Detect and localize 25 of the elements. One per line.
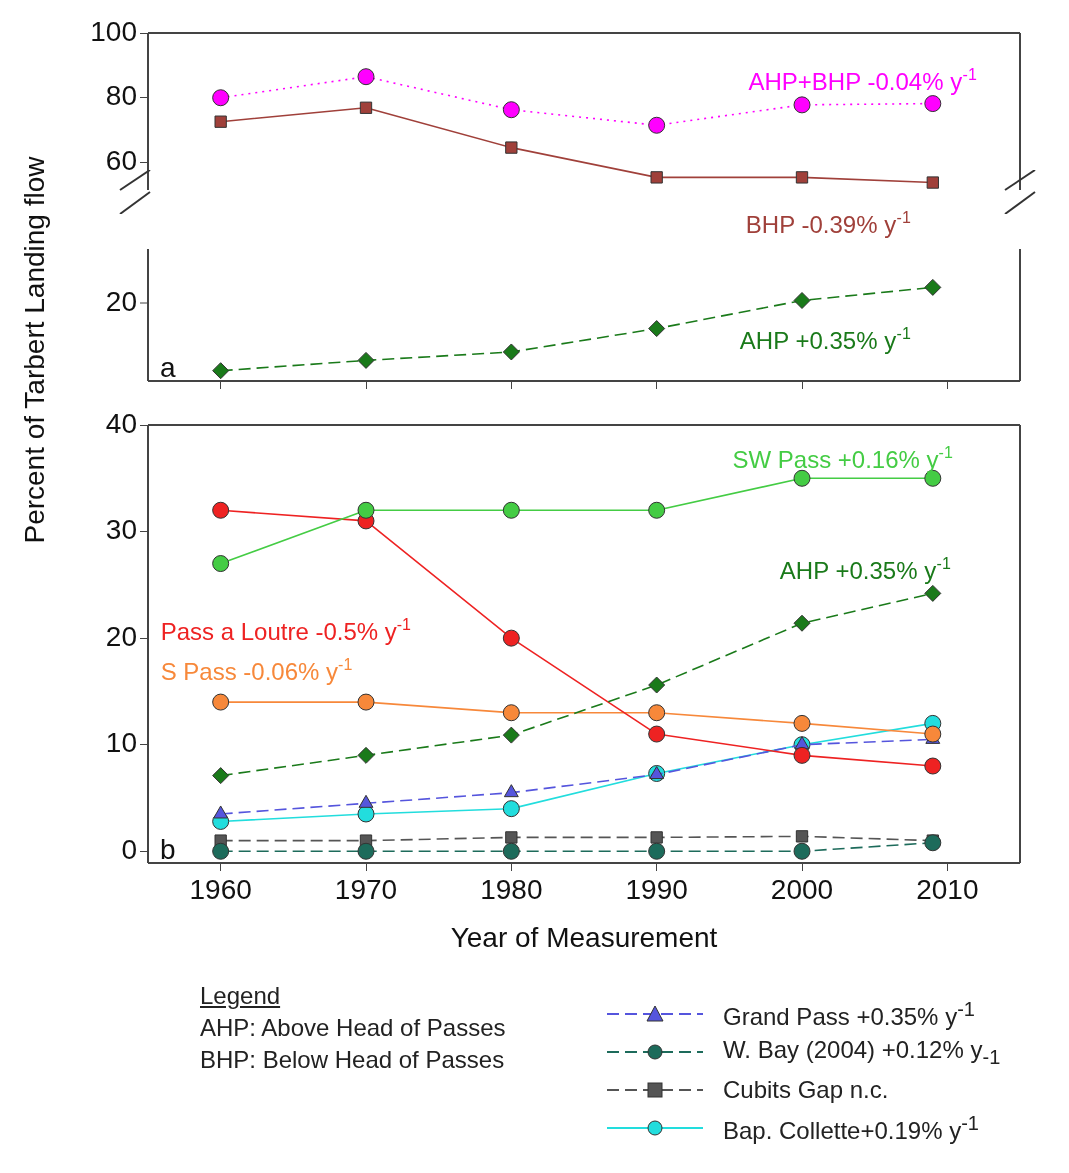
annotation: a [160, 351, 176, 383]
legend-label: W. Bay (2004) +0.12% y$_{-1}$ [723, 1035, 1001, 1069]
y-tick-label: 0 [121, 834, 137, 865]
y-tick-label: 30 [105, 514, 137, 546]
y-tick-label: 20 [105, 620, 137, 652]
x-tick-label: 1980 [480, 873, 543, 905]
y-tick-label: 80 [105, 80, 137, 112]
y-tick-label: 100 [90, 15, 137, 47]
y-tick-label: 40 [105, 407, 137, 439]
legend-label: Cubits Gap n.c. [723, 1076, 889, 1104]
legend-label: Grand Pass +0.35% y$^{-1}$ [723, 997, 975, 1031]
x-tick-label: 2010 [916, 873, 979, 905]
y-axis-title: Percent of Tarbert Landing flow [19, 156, 51, 544]
legend-label: Bap. Collette+0.19% y$^{-1}$ [723, 1111, 979, 1145]
y-tick-label: 60 [105, 145, 137, 177]
x-tick-label: 1990 [625, 873, 688, 905]
x-axis-title: Year of Measurement [450, 921, 718, 953]
y-tick-label: 10 [105, 727, 137, 759]
x-tick-label: 2000 [770, 873, 834, 905]
text: Legend [200, 981, 282, 1011]
annotation: b [160, 833, 176, 865]
x-tick-label: 1960 [189, 873, 252, 905]
text: AHP: Above Head of Passes [200, 1013, 506, 1043]
x-tick-label: 1970 [334, 873, 398, 905]
text: BHP: Below Head of Passes [200, 1045, 506, 1075]
